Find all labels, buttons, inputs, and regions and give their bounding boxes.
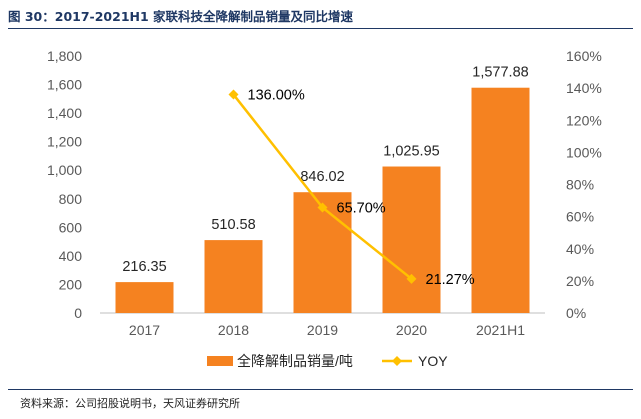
bar-data-label: 1,025.95 (383, 144, 439, 160)
source-rule (8, 389, 633, 390)
yoy-data-label: 136.00% (248, 88, 305, 104)
bar (382, 166, 441, 313)
y-right-tick-label: 60% (566, 209, 594, 225)
legend-line-marker (392, 356, 402, 366)
bar-data-label: 846.02 (300, 169, 344, 185)
figure-title: 图 30：2017-2021H1 家联科技全降解制品销量及同比增速 (8, 9, 354, 24)
bar-data-label: 510.58 (211, 217, 255, 233)
y-right-tick-label: 160% (566, 48, 602, 64)
x-tick-label: 2019 (307, 322, 338, 338)
y-right-tick-label: 80% (566, 177, 594, 193)
legend-bar-label: 全降解制品销量/吨 (237, 353, 353, 369)
y-left-tick-label: 1,000 (47, 162, 82, 178)
x-tick-label: 2017 (129, 322, 160, 338)
source-note: 资料来源：公司招股说明书，天风证券研究所 (20, 397, 240, 410)
x-tick-label: 2018 (218, 322, 249, 338)
y-left-tick-label: 0 (74, 305, 82, 321)
y-left-tick-label: 1,400 (47, 105, 82, 121)
y-left-tick-label: 800 (59, 191, 83, 207)
y-left-tick-label: 400 (59, 248, 83, 264)
y-right-tick-label: 100% (566, 144, 602, 160)
y-right-tick-label: 40% (566, 241, 594, 257)
y-left-tick-label: 1,600 (47, 77, 82, 93)
bar (115, 282, 174, 313)
legend-bar-swatch (207, 356, 233, 366)
y-right-tick-label: 20% (566, 273, 594, 289)
yoy-marker (317, 202, 328, 213)
y-left-tick-label: 200 (59, 276, 83, 292)
y-right-tick-label: 120% (566, 112, 602, 128)
y-left-tick-label: 1,800 (47, 48, 82, 64)
y-left-tick-label: 1,200 (47, 134, 82, 150)
x-tick-label: 2021H1 (476, 322, 525, 338)
yoy-data-label: 65.70% (337, 200, 386, 216)
bar-data-label: 1,577.88 (472, 65, 528, 81)
bar-data-label: 216.35 (122, 259, 166, 275)
x-tick-label: 2020 (396, 322, 427, 338)
bar (471, 87, 530, 313)
yoy-marker (228, 89, 239, 100)
yoy-data-label: 21.27% (426, 272, 475, 288)
title-rule (8, 28, 633, 29)
yoy-marker (406, 273, 417, 284)
y-left-tick-label: 600 (59, 219, 83, 235)
bar (204, 240, 263, 313)
legend-line-label: YOY (418, 353, 448, 369)
y-right-tick-label: 140% (566, 80, 602, 96)
y-right-tick-label: 0% (566, 305, 586, 321)
